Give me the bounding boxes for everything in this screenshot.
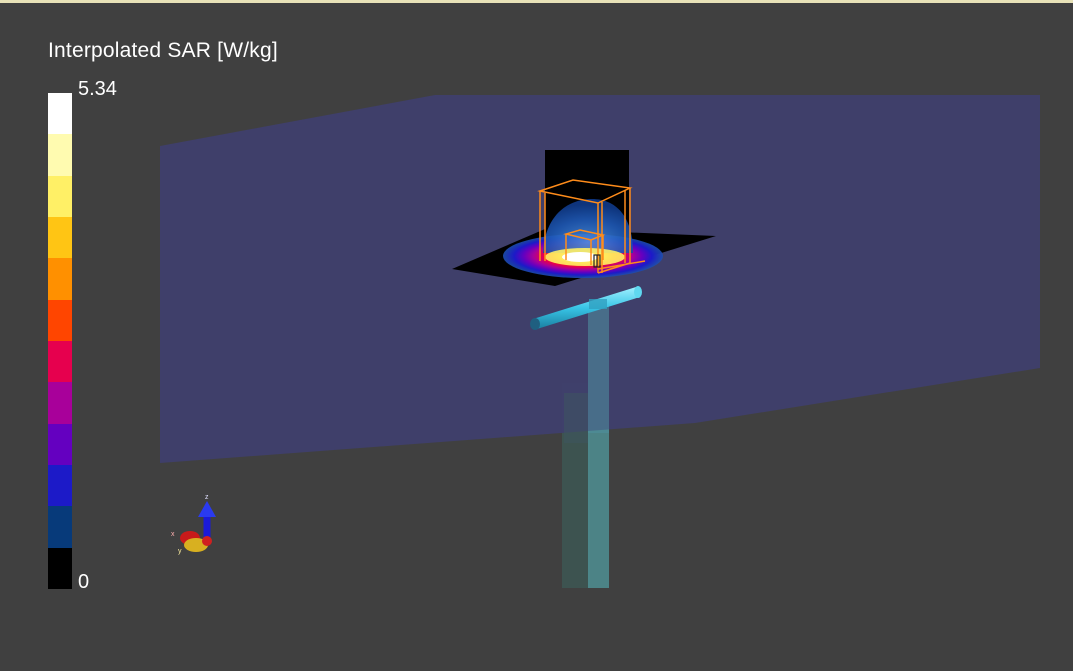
- y-axis-label: y: [178, 548, 182, 555]
- scan-box-outer: [537, 179, 646, 274]
- triad-origin: [202, 536, 212, 546]
- colorbar-swatch: [48, 423, 72, 465]
- colorbar-swatch: [48, 340, 72, 383]
- colorbar-swatch: [48, 134, 72, 176]
- y-axis-arrow-icon: [184, 538, 208, 552]
- z-axis-label: z: [205, 494, 209, 501]
- colorbar-max-label: 5.34: [78, 78, 117, 100]
- colorbar-swatch: [48, 258, 72, 300]
- mast-shadow-through-plane: [564, 393, 588, 443]
- probe-marker: [593, 254, 601, 268]
- colorbar: [48, 93, 72, 589]
- colorbar-title: Interpolated SAR [W/kg]: [48, 39, 278, 62]
- dipole-antenna: [530, 286, 642, 330]
- axis-triad[interactable]: z x y: [171, 494, 216, 555]
- colorbar-swatch: [48, 175, 72, 217]
- colorbar-swatch: [48, 547, 72, 589]
- phantom-plane: [160, 95, 1040, 463]
- colorbar-swatch: [48, 93, 72, 135]
- z-axis-arrow-icon: [198, 501, 216, 517]
- colorbar-swatch: [48, 464, 72, 507]
- sar-scene[interactable]: z x y: [0, 3, 1073, 671]
- colorbar-swatch: [48, 299, 72, 341]
- sar-dome-core: [562, 252, 598, 262]
- colorbar-min-label: 0: [78, 571, 90, 593]
- x-axis-label: x: [171, 531, 175, 538]
- mast-through-plane: [588, 303, 609, 433]
- scan-box-inner: [563, 229, 606, 265]
- colorbar-swatch: [48, 382, 72, 424]
- colorbar-swatch: [48, 506, 72, 548]
- colorbar-swatch: [48, 216, 72, 259]
